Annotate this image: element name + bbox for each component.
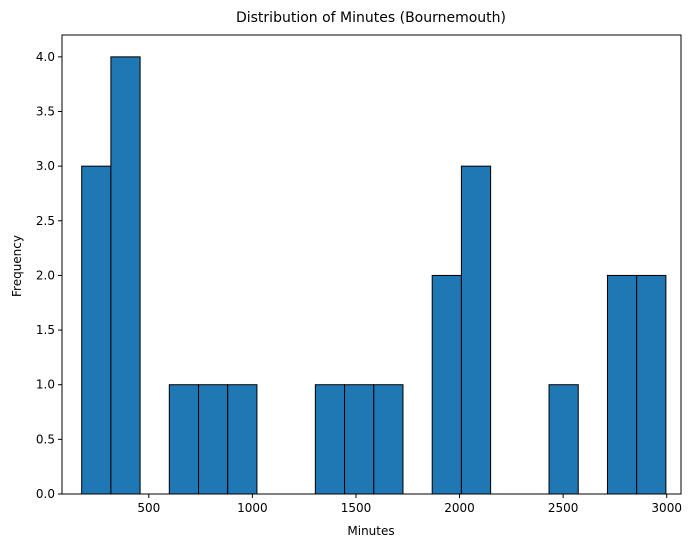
histogram-bar xyxy=(460,165,492,495)
histogram-bar xyxy=(168,384,200,495)
x-tick-label: 500 xyxy=(137,501,160,515)
bars-group xyxy=(81,56,667,495)
x-tick-label: 2500 xyxy=(548,501,579,515)
x-tick-label: 1000 xyxy=(237,501,268,515)
histogram-bar xyxy=(227,384,258,495)
histogram-bar xyxy=(431,274,462,495)
chart-title: Distribution of Minutes (Bournemouth) xyxy=(236,10,506,26)
histogram-bar xyxy=(81,165,112,495)
y-tick-label: 1.5 xyxy=(36,323,55,337)
histogram-bar xyxy=(373,384,404,495)
y-tick-label: 2.0 xyxy=(36,268,55,282)
y-tick-label: 0.0 xyxy=(36,487,55,501)
x-tick-label: 2000 xyxy=(444,501,475,515)
y-tick-label: 3.0 xyxy=(36,159,55,173)
histogram-bar xyxy=(110,56,141,495)
y-tick-label: 4.0 xyxy=(36,50,55,64)
x-ticks-group: 500 1000 1500 2000 2500 3000 xyxy=(137,494,682,515)
plot-frame xyxy=(61,34,682,495)
histogram-bar xyxy=(344,384,375,495)
histogram-bar xyxy=(636,274,667,495)
y-tick-label: 3.5 xyxy=(36,105,55,119)
y-axis-label: Frequency xyxy=(10,235,24,297)
histogram-bar xyxy=(606,274,638,495)
histogram-bar xyxy=(548,384,579,495)
y-ticks-group: 0.0 0.5 1.0 1.5 2.0 2.5 3.0 3.5 4.0 xyxy=(36,50,62,501)
histogram-bar xyxy=(314,384,346,495)
x-axis-label: Minutes xyxy=(347,524,394,538)
histogram-bar xyxy=(198,384,229,495)
x-tick-label: 3000 xyxy=(651,501,682,515)
x-tick-label: 1500 xyxy=(341,501,372,515)
y-tick-label: 2.5 xyxy=(36,214,55,228)
y-tick-label: 0.5 xyxy=(36,432,55,446)
y-tick-label: 1.0 xyxy=(36,378,55,392)
